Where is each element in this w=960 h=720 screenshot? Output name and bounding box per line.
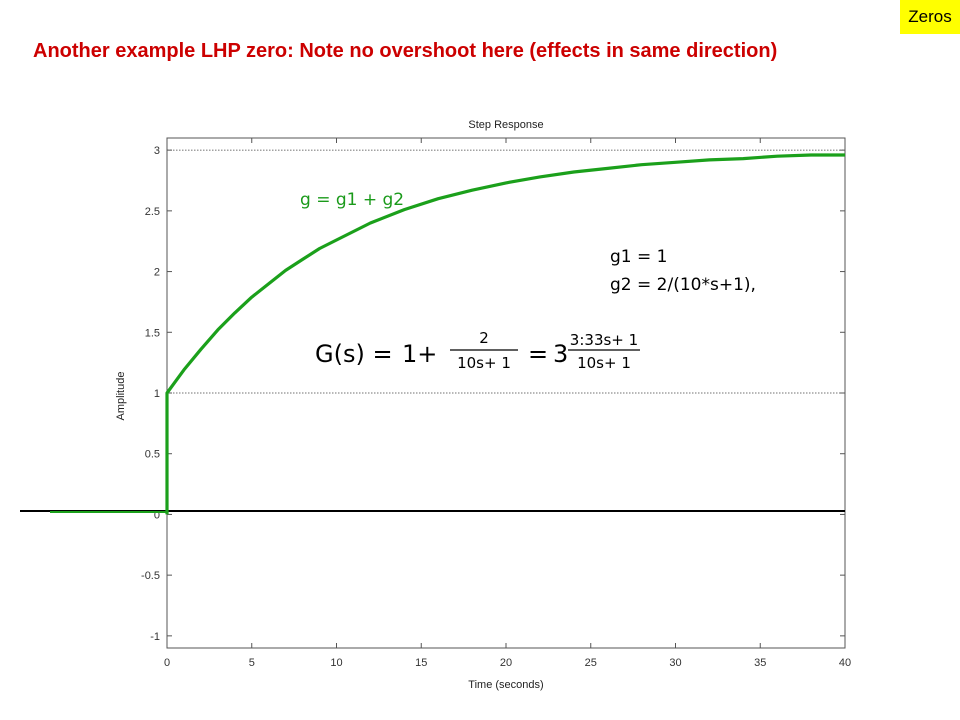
eq-frac1-denominator: 10s+ 1	[457, 354, 511, 372]
x-tick-label: 15	[415, 657, 427, 669]
g1-definition: g1 = 1	[610, 247, 667, 267]
x-tick-label: 20	[500, 657, 512, 669]
y-tick-label: 0	[154, 509, 160, 521]
eq-lhs: G(s) =	[315, 340, 393, 368]
x-tick-label: 35	[754, 657, 766, 669]
section-tag: Zeros	[900, 0, 960, 34]
transfer-function-equation: G(s) = 1+ 2 10s+ 1 = 3 3:33s+ 1 10s+ 1	[315, 329, 640, 372]
y-tick-label: 1	[154, 388, 160, 400]
y-axis-ticks: -1 -0.5 0 0.5 1 1.5 2 2.5 3	[141, 145, 845, 643]
x-tick-label: 10	[330, 657, 342, 669]
chart-title: Step Response	[468, 119, 543, 131]
x-tick-label: 25	[585, 657, 597, 669]
y-tick-label: -0.5	[141, 570, 160, 582]
y-axis-label: Amplitude	[115, 372, 127, 421]
x-tick-label: 5	[249, 657, 255, 669]
eq-coefficient: 3	[553, 340, 568, 368]
y-tick-label: 0.5	[145, 449, 160, 461]
eq-frac1-numerator: 2	[479, 329, 489, 347]
g2-definition: g2 = 2/(10*s+1),	[610, 275, 756, 295]
sum-label: g = g1 + g2	[300, 190, 404, 210]
y-tick-label: 2	[154, 267, 160, 279]
eq-frac2-denominator: 10s+ 1	[577, 354, 631, 372]
step-response-line	[165, 153, 845, 515]
x-tick-label: 30	[669, 657, 681, 669]
y-tick-label: -1	[150, 631, 160, 643]
x-axis-label: Time (seconds)	[468, 679, 543, 691]
response-series	[165, 153, 845, 515]
x-axis-ticks: 0 5 10 15 20 25 30 35 40	[164, 138, 851, 669]
y-tick-label: 1.5	[145, 327, 160, 339]
x-tick-label: 40	[839, 657, 851, 669]
eq-one-plus: 1+	[402, 340, 437, 368]
reference-lines	[167, 149, 845, 394]
eq-equals: =	[528, 340, 548, 368]
y-tick-label: 2.5	[145, 206, 160, 218]
x-tick-label: 0	[164, 657, 170, 669]
slide-title: Another example LHP zero: Note no oversh…	[33, 40, 778, 62]
y-tick-label: 3	[154, 145, 160, 157]
eq-frac2-numerator: 3:33s+ 1	[570, 331, 638, 349]
